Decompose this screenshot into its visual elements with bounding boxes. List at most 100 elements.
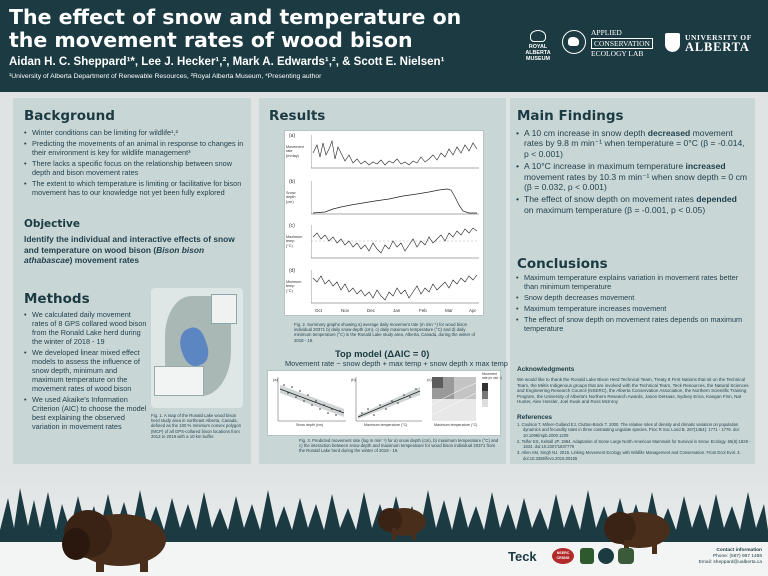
panel-label: (a) xyxy=(289,133,296,139)
royal-alberta-museum-logo: ROYAL ALBERTA MUSEUM xyxy=(517,30,559,62)
contact-info: Contact information Phone: (587) 987 148… xyxy=(699,548,762,566)
x-axis-label: Maximum temperature (°C) xyxy=(434,423,477,427)
acel-logo-line3: ECOLOGY LAB xyxy=(591,49,644,58)
figure3-caption: Fig. 3. Predicted movement rate (log m m… xyxy=(299,438,499,454)
map-legend xyxy=(154,366,204,396)
background-list: Winter conditions can be limiting for wi… xyxy=(24,128,244,199)
bison-badge-icon xyxy=(562,30,586,54)
heatmap-legend-title: Movement rate (m min⁻¹) xyxy=(482,372,502,380)
list-item: We calculated daily movement rates of 8 … xyxy=(24,310,148,346)
list-item: Winter conditions can be limiting for wi… xyxy=(24,128,244,137)
list-item: We used Akaike's Information Criterion (… xyxy=(24,395,148,431)
y-axis-label: Maximum temp (°C) xyxy=(286,235,303,248)
y-axis-label: Snow depth (cm) xyxy=(286,191,296,204)
x-tick: Apr xyxy=(469,308,477,313)
nserc-logo: NSERC CRSNG xyxy=(552,548,574,564)
ua-logo-line1: UNIVERSITY OF xyxy=(685,33,752,42)
finding-text: movement rates by 9.8 m min⁻¹ when tempe… xyxy=(524,128,745,159)
acel-logo-line1: APPLIED xyxy=(591,28,622,37)
references-list: 1. Coulson T, Milner-Gulland EJ, Clutton… xyxy=(517,422,751,462)
reference-item: 1. Coulson T, Milner-Gulland EJ, Clutton… xyxy=(517,422,740,438)
list-item: A 10°C increase in maximum temperature i… xyxy=(516,161,748,192)
bison-right xyxy=(604,512,670,554)
finding-emphasis: decreased xyxy=(647,128,691,138)
partner-logo xyxy=(618,548,634,564)
poster-title: The effect of snow and temperature on th… xyxy=(9,5,462,52)
main-findings-heading: Main Findings xyxy=(517,108,624,124)
conclusions-list: Maximum temperature explains variation i… xyxy=(516,273,748,335)
x-tick: Nov xyxy=(341,308,350,313)
acel-logo-line2: CONSERVATION xyxy=(591,38,653,49)
list-item: There lacks a specific focus on the rela… xyxy=(24,159,244,177)
finding-emphasis: depended xyxy=(696,194,737,205)
panel-label: (b) xyxy=(351,377,357,382)
list-item: The extent to which temperature is limit… xyxy=(24,179,244,197)
results-heading: Results xyxy=(269,108,326,124)
finding-text: A 10°C increase in maximum temperature xyxy=(524,161,686,172)
panel-label: (c) xyxy=(427,377,432,382)
figure2-caption: Fig. 2. Summary graphs showing a) averag… xyxy=(294,322,476,343)
museum-icon xyxy=(530,30,546,42)
author-list: Aidan H. C. Sheppard¹*, Lee J. Hecker¹,²… xyxy=(9,56,445,68)
finding-text: A 10 cm increase in snow depth xyxy=(524,128,648,138)
results-panel: Results (a) (b) (c) (d) Oct Nov xyxy=(259,98,508,464)
objective-text-part2: ) movement rates xyxy=(69,255,139,265)
panel-label: (a) xyxy=(273,377,279,382)
background-heading: Background xyxy=(24,108,115,124)
panel-label: (b) xyxy=(289,179,296,185)
list-item: A 10 cm increase in snow depth decreased… xyxy=(516,128,748,159)
objective-text-part1: Identify the individual and interactive … xyxy=(24,234,235,255)
month-axis: Oct Nov Dec Jan Feb Mar Apr xyxy=(315,308,477,313)
x-tick: Mar xyxy=(445,308,453,313)
reference-item: 2. Telfer ES, Kelsall JP. 1984. Adaptati… xyxy=(517,438,751,450)
list-item: The effect of snow depth on movement rat… xyxy=(516,315,748,333)
ua-logo-line2: ALBERTA xyxy=(685,40,750,54)
prediction-figure: (a) Snow depth (cm) (b) Maximum temperat… xyxy=(267,370,502,436)
map-inset xyxy=(211,294,237,324)
left-panel: Background Winter conditions can be limi… xyxy=(13,98,251,464)
teck-logo: Teck xyxy=(508,549,537,564)
x-axis-label: Maximum temperature (°C) xyxy=(364,423,407,427)
list-item: Maximum temperature explains variation i… xyxy=(516,273,748,291)
list-item: We developed linear mixed effect models … xyxy=(24,348,148,393)
references-heading: References xyxy=(517,414,553,421)
panel-label: (c) xyxy=(289,223,295,229)
x-tick: Jan xyxy=(393,308,401,313)
methods-heading: Methods xyxy=(24,291,90,307)
bison-landscape-illustration xyxy=(0,470,768,576)
x-tick: Oct xyxy=(315,308,323,313)
model-formula: Movement rate ~ snow depth + max temp + … xyxy=(285,359,508,368)
contact-title: Contact information xyxy=(716,548,762,553)
interaction-heatmap: (c) Maximum temperature (°C) xyxy=(427,377,488,427)
snow-depth-plot xyxy=(311,181,479,215)
finding-text: movement rates by 10.3 m min⁻¹ when snow… xyxy=(524,171,748,193)
partner-logo xyxy=(598,548,614,564)
top-model-title: Top model (ΔAIC = 0) xyxy=(335,348,430,359)
finding-text: on maximum temperature (β = -0.001, p < … xyxy=(524,204,706,215)
acknowledgments-heading: Acknowledgments xyxy=(517,366,575,373)
summary-figure: (a) (b) (c) (d) Oct Nov Dec xyxy=(284,130,484,316)
y-axis-label: Minimum temp (°C) xyxy=(286,280,302,293)
bison-left xyxy=(62,510,166,572)
map-caption: Fig. 1. A map of the Ronald Lake wood bi… xyxy=(151,413,242,439)
university-of-alberta-logo: UNIVERSITY OF ALBERTA xyxy=(665,33,765,55)
species-name: Bison bison athabascae xyxy=(24,244,205,266)
affiliations: ¹University of Alberta Department of Ren… xyxy=(9,73,322,80)
poster-header: The effect of snow and temperature on th… xyxy=(0,0,768,92)
findings-list: A 10 cm increase in snow depth decreased… xyxy=(516,128,748,217)
movement-rate-plot xyxy=(311,135,479,169)
study-area-map xyxy=(151,288,243,408)
crest-icon xyxy=(665,33,680,52)
min-temp-plot xyxy=(311,270,479,304)
reference-item: 3. Allen AM, Singh NJ. 2016. Linking Mov… xyxy=(517,450,741,461)
contact-phone: Phone: (587) 987 1488 xyxy=(712,554,762,559)
methods-list: We calculated daily movement rates of 8 … xyxy=(24,310,148,433)
bison-middle xyxy=(378,508,426,540)
objective-heading: Objective xyxy=(24,218,80,230)
acknowledgments-text: We would like to thank the Ronald Lake B… xyxy=(517,377,749,405)
objective-text: Identify the individual and interactive … xyxy=(24,234,244,266)
partner-logo xyxy=(580,548,594,564)
snow-depth-prediction-plot: (a) Snow depth (cm) xyxy=(273,377,346,427)
panel-label: (d) xyxy=(289,268,296,274)
list-item: The effect of snow depth on movement rat… xyxy=(516,194,748,215)
